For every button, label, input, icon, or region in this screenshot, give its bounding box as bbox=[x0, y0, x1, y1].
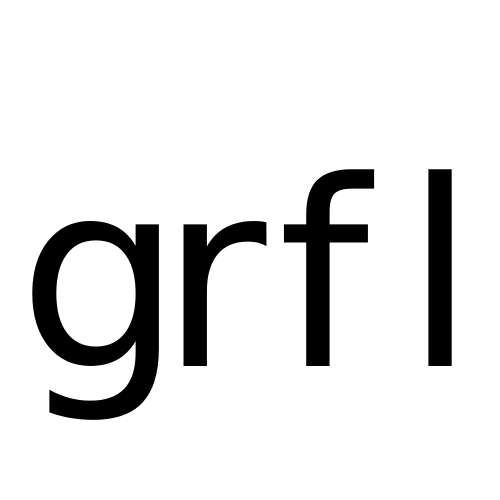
letter-f: f bbox=[278, 127, 370, 428]
letter-g: g bbox=[18, 127, 183, 428]
letter-r: r bbox=[160, 127, 267, 428]
letter-l: l bbox=[404, 127, 476, 428]
